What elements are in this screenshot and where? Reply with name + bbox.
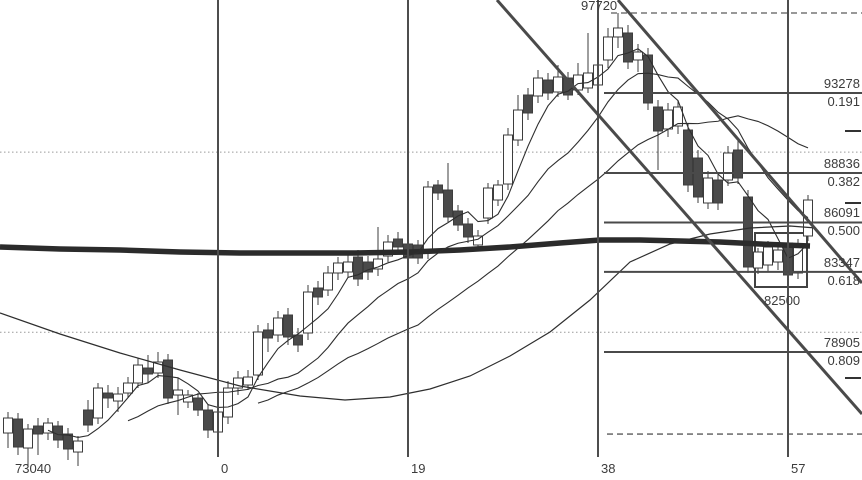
candle-body-up xyxy=(753,251,763,269)
fib-price-label: 86091 xyxy=(823,205,860,221)
fib-ratio-label: 0.809 xyxy=(827,352,860,368)
candle-body-down xyxy=(203,409,213,431)
candle-body-up xyxy=(773,249,783,263)
candle-body-down xyxy=(433,184,443,194)
candle-body-down xyxy=(193,397,203,411)
descending-trendline xyxy=(616,0,862,284)
candle-body-down xyxy=(103,392,113,399)
candle-body-up xyxy=(703,177,713,204)
candle-body-down xyxy=(63,433,73,450)
candle-body-up xyxy=(343,261,353,273)
peak-price-label: 97720 xyxy=(581,0,618,13)
fib-price-label: 88836 xyxy=(823,156,860,172)
x-axis-tick-label: 0 xyxy=(221,461,229,476)
fib-price-label: 78905 xyxy=(823,334,860,350)
candle-body-up xyxy=(3,417,13,434)
thick-moving-average-line xyxy=(0,237,811,256)
candle-body-up xyxy=(383,241,393,257)
candle-body-up xyxy=(553,76,563,93)
candle-body-up xyxy=(373,258,383,270)
candle-body-up xyxy=(483,187,493,219)
candle-body-down xyxy=(463,223,473,238)
fib-price-label: 83347 xyxy=(823,254,860,270)
sma-5-line xyxy=(47,48,809,438)
fib-ratio-label: 0.500 xyxy=(827,223,860,239)
candle-body-down xyxy=(293,334,303,346)
candle-body-up xyxy=(673,106,683,127)
candle-body-up xyxy=(73,440,83,453)
candle-body-down xyxy=(743,196,753,268)
candle-body-up xyxy=(763,246,773,266)
x-axis-tick-label: 38 xyxy=(601,461,616,476)
candle-body-up xyxy=(533,77,543,97)
candle-body-down xyxy=(443,189,453,218)
sma-13-line xyxy=(127,72,809,422)
candle-body-down xyxy=(283,314,293,338)
candle-body-down xyxy=(683,129,693,186)
x-axis-tick-label: 19 xyxy=(411,461,426,476)
candle-body-down xyxy=(693,157,703,198)
candle-body-down xyxy=(733,149,743,179)
candle-body-up xyxy=(333,262,343,274)
candle-body-down xyxy=(653,106,663,132)
candle-body-up xyxy=(223,387,233,418)
candle-body-down xyxy=(393,238,403,248)
candle-body-up xyxy=(723,152,733,181)
candle-body-up xyxy=(133,364,143,384)
candle-body-up xyxy=(273,317,283,336)
candle-body-up xyxy=(633,51,643,61)
candle-body-up xyxy=(323,272,333,291)
candle-body-up xyxy=(43,422,53,434)
candle-body-down xyxy=(623,32,633,63)
candle-body-up xyxy=(93,387,103,419)
candle-body-down xyxy=(713,179,723,204)
candle-body-down xyxy=(143,367,153,375)
fib-ratio-label: 0.382 xyxy=(827,174,860,190)
candle-body-up xyxy=(113,393,123,402)
candle-body-down xyxy=(523,94,533,114)
candle-body-up xyxy=(153,361,163,374)
candle-body-up xyxy=(603,36,613,61)
candle-body-up xyxy=(513,109,523,141)
candle-body-down xyxy=(363,261,373,273)
x-axis-tick-label: 57 xyxy=(791,461,806,476)
candle-body-up xyxy=(493,184,503,201)
candle-body-down xyxy=(643,54,653,104)
candle-body-up xyxy=(253,331,263,376)
candle-body-down xyxy=(263,329,273,339)
candle-body-up xyxy=(663,109,673,130)
fib-ratio-label: 0.191 xyxy=(827,94,860,109)
sma-26-line xyxy=(257,115,809,404)
candle-body-up xyxy=(173,389,183,396)
candle-body-up xyxy=(123,382,133,394)
candle-body-up xyxy=(803,199,813,237)
descending-trendline xyxy=(495,0,862,415)
origin-price-label: 73040 xyxy=(15,461,52,476)
candle-body-up xyxy=(23,428,33,449)
box-price-label: 82500 xyxy=(764,293,801,308)
candle-body-down xyxy=(543,79,553,94)
candle-body-down xyxy=(353,256,363,280)
candle-body-down xyxy=(13,418,23,448)
candle-body-down xyxy=(33,425,43,435)
candle-body-down xyxy=(163,359,173,399)
fib-price-label: 93278 xyxy=(823,76,860,91)
candle-body-down xyxy=(453,210,463,226)
candle-body-up xyxy=(243,376,253,386)
candle-body-up xyxy=(233,377,243,389)
candle-body-down xyxy=(83,409,93,426)
fib-ratio-label: 0.618 xyxy=(827,272,860,288)
candle-body-down xyxy=(313,287,323,298)
slow-moving-average-line xyxy=(0,225,817,401)
candle-body-up xyxy=(613,27,623,38)
candle-body-up xyxy=(303,291,313,334)
candle-body-up xyxy=(503,134,513,185)
